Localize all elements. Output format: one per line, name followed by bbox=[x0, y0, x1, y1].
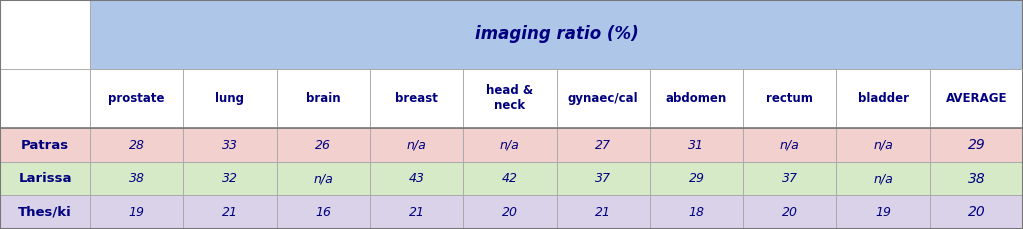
Bar bbox=[0, 162, 90, 195]
Bar bbox=[276, 69, 370, 128]
Bar bbox=[276, 128, 370, 162]
Bar bbox=[743, 195, 837, 229]
Bar bbox=[463, 69, 557, 128]
Bar bbox=[930, 128, 1023, 162]
Text: Thes/ki: Thes/ki bbox=[18, 206, 72, 219]
Bar bbox=[837, 162, 930, 195]
Text: Larissa: Larissa bbox=[18, 172, 72, 185]
Text: prostate: prostate bbox=[108, 92, 165, 105]
Bar bbox=[743, 128, 837, 162]
Text: 28: 28 bbox=[129, 139, 144, 152]
Text: 31: 31 bbox=[688, 139, 705, 152]
Text: breast: breast bbox=[395, 92, 438, 105]
Bar bbox=[463, 195, 557, 229]
Bar bbox=[0, 69, 90, 128]
Text: brain: brain bbox=[306, 92, 341, 105]
Text: AVERAGE: AVERAGE bbox=[945, 92, 1007, 105]
Text: abdomen: abdomen bbox=[666, 92, 727, 105]
Bar bbox=[557, 162, 650, 195]
Text: 37: 37 bbox=[782, 172, 798, 185]
Bar bbox=[183, 195, 276, 229]
Text: 42: 42 bbox=[502, 172, 518, 185]
Bar bbox=[463, 162, 557, 195]
Bar bbox=[0, 195, 90, 229]
Bar bbox=[557, 195, 650, 229]
Text: imaging ratio (%): imaging ratio (%) bbox=[475, 25, 638, 43]
Text: n/a: n/a bbox=[780, 139, 800, 152]
Text: 32: 32 bbox=[222, 172, 238, 185]
Text: 21: 21 bbox=[408, 206, 425, 219]
Bar bbox=[837, 195, 930, 229]
Text: 27: 27 bbox=[595, 139, 611, 152]
Bar bbox=[650, 128, 743, 162]
Bar bbox=[90, 162, 183, 195]
Text: 19: 19 bbox=[875, 206, 891, 219]
Text: 21: 21 bbox=[222, 206, 238, 219]
Text: n/a: n/a bbox=[874, 172, 893, 185]
Text: n/a: n/a bbox=[313, 172, 333, 185]
Bar bbox=[837, 69, 930, 128]
Text: 37: 37 bbox=[595, 172, 611, 185]
Bar bbox=[930, 195, 1023, 229]
Text: 18: 18 bbox=[688, 206, 705, 219]
Text: 33: 33 bbox=[222, 139, 238, 152]
Text: 29: 29 bbox=[688, 172, 705, 185]
Bar bbox=[557, 128, 650, 162]
Bar bbox=[930, 162, 1023, 195]
Bar bbox=[370, 128, 463, 162]
Bar bbox=[650, 195, 743, 229]
Bar bbox=[90, 128, 183, 162]
Bar bbox=[90, 0, 1023, 69]
Bar bbox=[0, 0, 90, 69]
Text: bladder: bladder bbox=[857, 92, 908, 105]
Text: 21: 21 bbox=[595, 206, 611, 219]
Text: 38: 38 bbox=[129, 172, 144, 185]
Text: 16: 16 bbox=[315, 206, 331, 219]
Bar bbox=[743, 69, 837, 128]
Text: Patras: Patras bbox=[20, 139, 70, 152]
Bar bbox=[930, 69, 1023, 128]
Bar bbox=[276, 195, 370, 229]
Bar bbox=[90, 69, 183, 128]
Text: n/a: n/a bbox=[407, 139, 427, 152]
Bar bbox=[276, 162, 370, 195]
Text: 19: 19 bbox=[129, 206, 144, 219]
Text: 26: 26 bbox=[315, 139, 331, 152]
Bar bbox=[90, 195, 183, 229]
Text: 29: 29 bbox=[968, 138, 985, 152]
Text: 20: 20 bbox=[968, 205, 985, 219]
Text: 20: 20 bbox=[782, 206, 798, 219]
Text: 38: 38 bbox=[968, 172, 985, 186]
Bar bbox=[183, 162, 276, 195]
Text: head &
neck: head & neck bbox=[486, 85, 533, 112]
Bar bbox=[183, 128, 276, 162]
Bar bbox=[650, 162, 743, 195]
Bar bbox=[0, 128, 90, 162]
Bar bbox=[557, 69, 650, 128]
Text: 43: 43 bbox=[408, 172, 425, 185]
Bar bbox=[650, 69, 743, 128]
Text: lung: lung bbox=[216, 92, 244, 105]
Text: gynaec/cal: gynaec/cal bbox=[568, 92, 638, 105]
Text: rectum: rectum bbox=[766, 92, 813, 105]
Bar bbox=[463, 128, 557, 162]
Bar bbox=[370, 162, 463, 195]
Bar bbox=[370, 195, 463, 229]
Text: n/a: n/a bbox=[500, 139, 520, 152]
Text: n/a: n/a bbox=[874, 139, 893, 152]
Text: 20: 20 bbox=[502, 206, 518, 219]
Bar bbox=[90, 0, 1023, 69]
Bar bbox=[837, 128, 930, 162]
Bar bbox=[183, 69, 276, 128]
Bar bbox=[743, 162, 837, 195]
Bar bbox=[370, 69, 463, 128]
